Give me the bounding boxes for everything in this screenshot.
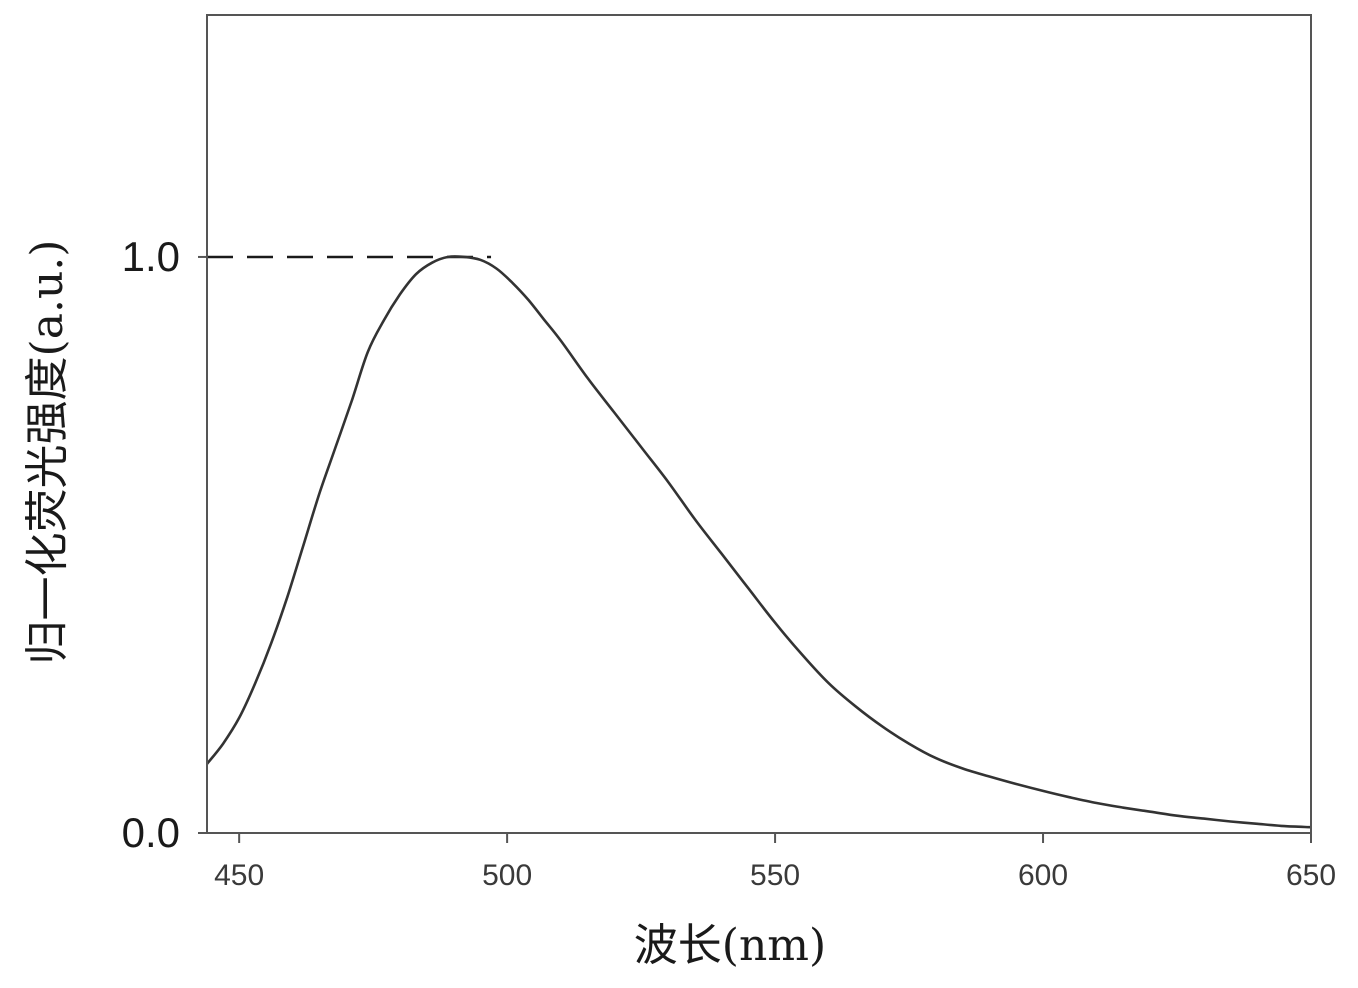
plot-frame (206, 14, 1312, 834)
x-tick-label-500: 500 (482, 859, 532, 892)
x-axis-label: 波长(nm) (634, 920, 826, 971)
x-tick-label-550: 550 (750, 859, 800, 892)
plot-layer (205, 255, 1312, 829)
y-tick-label-1.0: 1.0 (122, 233, 180, 280)
spectrum-line-0 (205, 255, 1312, 829)
y-axis-label: 归一化荧光强度(a.u.) (22, 240, 73, 665)
y-tick-label-0.0: 0.0 (122, 809, 180, 856)
tick-layer: 450 500 550 600 650 0.0 1.0 (122, 233, 1336, 892)
x-tick-label-450: 450 (214, 859, 264, 892)
x-tick-label-650: 650 (1286, 859, 1336, 892)
x-tick-label-600: 600 (1018, 859, 1068, 892)
